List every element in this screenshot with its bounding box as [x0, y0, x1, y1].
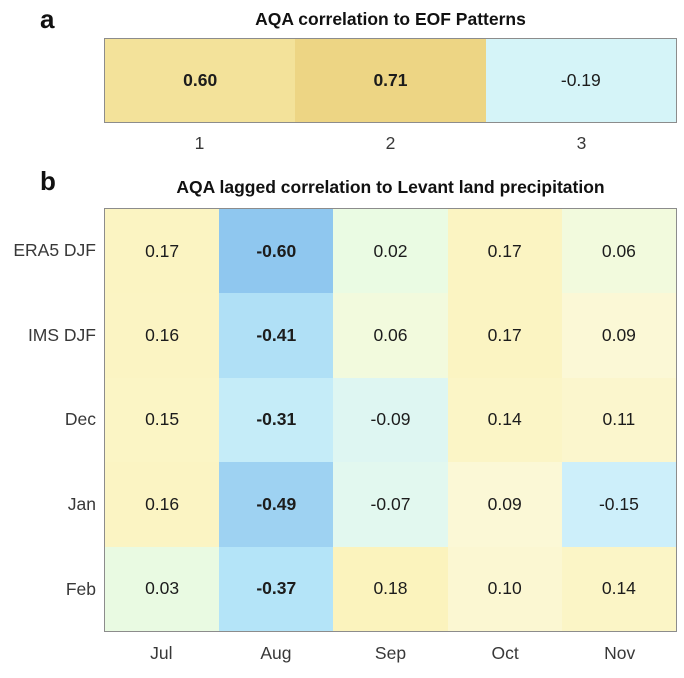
heatmap-cell: -0.09: [333, 377, 448, 463]
heatmap-cell: 0.15: [105, 377, 220, 463]
heatmap-cell: 0.16: [105, 462, 220, 547]
heatmap-panel-b: 0.17 -0.60 0.02 0.17 0.06 0.16 -0.41 0.06 0.17 0.…: [104, 208, 677, 632]
x-axis-tick-label: Nov: [604, 643, 636, 663]
heatmap-cell: 0.09: [447, 462, 562, 547]
heatmap-cell: 0.18: [333, 546, 448, 631]
heatmap-cell: 0.71: [295, 39, 486, 122]
heatmap-cell: -0.49: [219, 462, 334, 547]
panel-a-title: AQA correlation to EOF Patterns: [255, 9, 526, 29]
heatmap-cell: -0.37: [219, 546, 334, 631]
x-axis-tick-label: Sep: [374, 643, 407, 663]
x-axis-tick-label: Jul: [150, 643, 173, 663]
heatmap-cell: 0.60: [105, 39, 296, 122]
panel-b-x-axis: Jul Aug Sep Oct Nov: [104, 643, 677, 664]
y-axis-tick-label: Jan: [67, 494, 96, 515]
heatmap-cell: -0.15: [561, 462, 676, 547]
panel-b-title: AQA lagged correlation to Levant land pr…: [176, 177, 605, 197]
heatmap-cell: 0.17: [447, 293, 562, 378]
heatmap-cell: 0.02: [333, 209, 448, 294]
x-axis-tick-label: 3: [576, 133, 587, 153]
heatmap-cell: 0.17: [105, 209, 220, 294]
heatmap-cell: 0.16: [105, 293, 220, 378]
heatmap-cell: 0.10: [447, 546, 562, 631]
y-axis-tick-label: Dec: [64, 409, 96, 430]
heatmap-cell: -0.31: [219, 377, 334, 463]
heatmap-cell: 0.14: [447, 377, 562, 463]
heatmap-cell: 0.03: [105, 546, 220, 631]
panel-a-x-axis: 1 2 3: [104, 133, 677, 154]
heatmap-cell: -0.41: [219, 293, 334, 378]
heatmap-cell: -0.07: [333, 462, 448, 547]
heatmap-cell: 0.06: [561, 209, 676, 294]
panel-b-y-axis: ERA5 DJF IMS DJF Dec Jan Feb: [0, 208, 96, 632]
heatmap-cell: 0.06: [333, 293, 448, 378]
y-axis-tick-label: IMS DJF: [27, 324, 96, 345]
x-axis-tick-label: Oct: [491, 643, 519, 663]
y-axis-tick-label: ERA5 DJF: [13, 239, 96, 260]
heatmap-cell: 0.11: [561, 377, 676, 463]
y-axis-tick-label: Feb: [65, 579, 96, 600]
panel-a-letter: a: [40, 4, 55, 34]
heatmap-cell: 0.14: [561, 546, 676, 631]
heatmap-panel-a: 0.60 0.71 -0.19: [104, 38, 677, 123]
heatmap-cell: -0.19: [485, 39, 676, 122]
x-axis-tick-label: 1: [194, 133, 205, 153]
heatmap-cell: -0.60: [219, 209, 334, 294]
heatmap-cell: 0.17: [447, 209, 562, 294]
x-axis-tick-label: Aug: [260, 643, 292, 663]
x-axis-tick-label: 2: [385, 133, 396, 153]
heatmap-cell: 0.09: [561, 293, 676, 378]
panel-b-letter: b: [40, 166, 56, 196]
